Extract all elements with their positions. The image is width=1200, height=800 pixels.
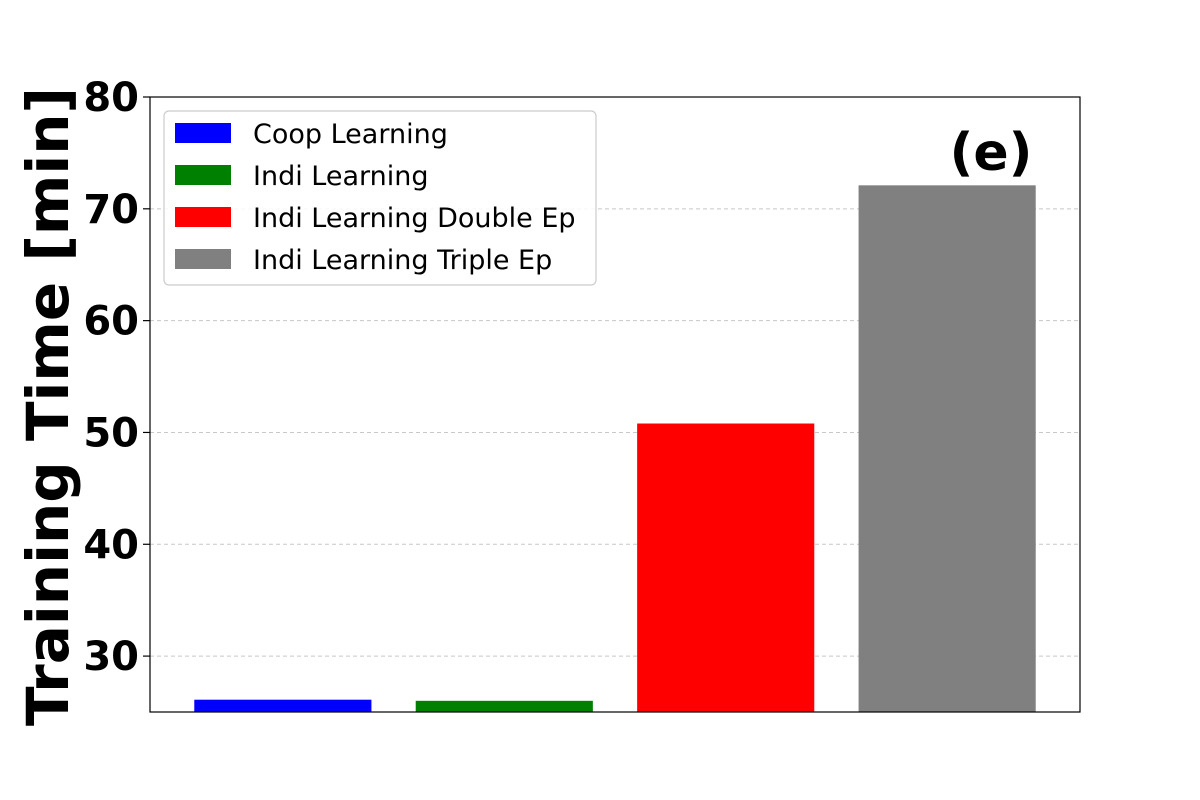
y-tick-label: 70: [83, 187, 139, 233]
y-axis: 30 40 50 60 70 80: [83, 75, 150, 680]
panel-label: (e): [950, 123, 1033, 183]
plot-frame: [149, 96, 1081, 713]
y-axis-title: Training Time [min]: [14, 87, 82, 726]
bar-indi-learning-triple-ep: [858, 185, 1036, 712]
legend-box: [163, 110, 597, 286]
legend-label: Indi Learning Double Ep: [253, 203, 576, 234]
y-tick-label: 30: [83, 634, 139, 680]
bar-indi-learning-double-ep: [637, 423, 815, 712]
y-tick-label: 60: [83, 299, 139, 345]
legend-swatch: [175, 123, 231, 143]
legend-swatch: [175, 207, 231, 227]
bar-indi-learning: [415, 700, 593, 712]
legend-swatch: [175, 249, 231, 269]
legend: Coop Learning Indi Learning Indi Learning …: [163, 110, 597, 286]
legend-swatch: [175, 165, 231, 185]
y-tick-label: 80: [83, 75, 139, 121]
y-tick-label: 40: [83, 522, 139, 568]
bars: [194, 185, 1036, 712]
y-tick-label: 50: [83, 410, 139, 456]
legend-label: Indi Learning Triple Ep: [253, 245, 552, 276]
bar-coop-learning: [194, 699, 372, 712]
legend-label: Indi Learning: [253, 161, 429, 192]
legend-label: Coop Learning: [253, 119, 448, 150]
